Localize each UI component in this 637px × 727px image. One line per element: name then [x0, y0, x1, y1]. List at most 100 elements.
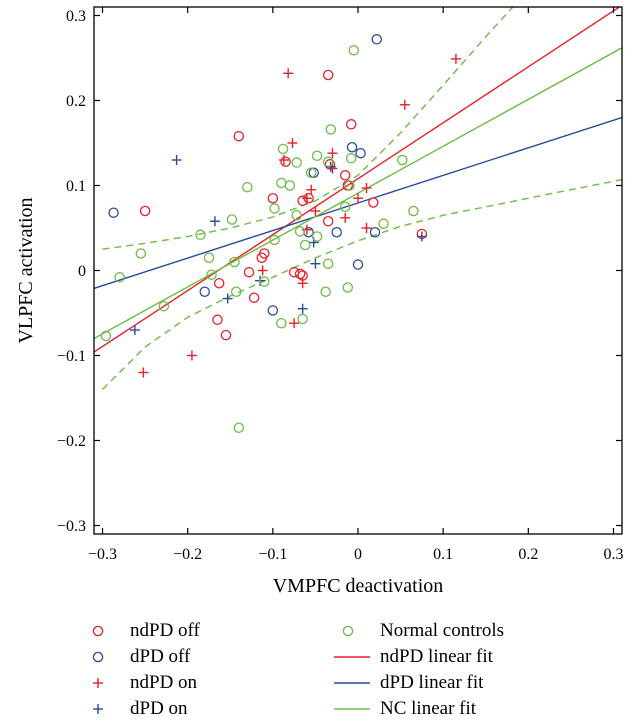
- point-ndpd-off: [220, 329, 232, 341]
- point-dpd-off: [331, 226, 342, 238]
- point-ndpd-off: [322, 69, 334, 81]
- legend-symbol: [93, 704, 103, 714]
- point-dpd-on: [222, 293, 233, 304]
- x-tick-label: 0.2: [518, 546, 538, 563]
- point-dpd-off: [355, 147, 366, 159]
- green-circle-icon: [326, 619, 370, 643]
- legend-label: ndPD on: [130, 672, 198, 693]
- point-normal-controls: [325, 124, 336, 135]
- point-ndpd-off: [233, 130, 245, 142]
- point-ndpd-on: [297, 278, 308, 289]
- legend-label: Normal controls: [380, 620, 505, 641]
- point-dpd-off: [267, 305, 279, 316]
- red-circle-icon: [76, 619, 120, 643]
- point-ndpd-off: [288, 266, 300, 278]
- point-dpd-off: [352, 259, 364, 270]
- y-tick-label: 0.1: [66, 178, 86, 195]
- point-ndpd-on: [353, 193, 363, 204]
- point-ndpd-off: [368, 197, 379, 208]
- y-tick-label: −0.3: [57, 518, 86, 535]
- y-tick-label: 0.2: [66, 93, 86, 110]
- legend-item-dpd-fit: dPD linear fit: [326, 671, 483, 695]
- point-dpd-on: [416, 231, 427, 242]
- x-tick-label: 0: [354, 546, 362, 563]
- data-points: [100, 34, 461, 433]
- point-normal-controls: [348, 45, 359, 56]
- point-dpd-off: [346, 141, 358, 153]
- red-plus-icon: [76, 671, 120, 695]
- point-ndpd-off: [212, 314, 223, 326]
- point-normal-controls: [206, 269, 217, 280]
- point-normal-controls: [277, 143, 289, 155]
- point-ndpd-off: [294, 268, 306, 280]
- legend-symbol: [93, 678, 103, 688]
- point-normal-controls: [284, 180, 296, 191]
- red-line-icon: [326, 645, 370, 669]
- legend-item-nc-fit: NC linear fit: [326, 697, 476, 721]
- point-normal-controls: [311, 231, 323, 242]
- point-ndpd-off: [267, 192, 279, 204]
- blue-line-icon: [326, 671, 370, 695]
- point-normal-controls: [322, 156, 334, 167]
- legend-symbol: [92, 625, 104, 637]
- point-normal-controls: [276, 177, 287, 189]
- legend-item-ndpd-fit: ndPD linear fit: [326, 645, 493, 669]
- plot-frame: [93, 6, 623, 535]
- point-normal-controls: [230, 286, 242, 297]
- point-ndpd-off: [139, 205, 151, 217]
- point-ndpd-on: [361, 183, 372, 194]
- point-dpd-on: [171, 155, 182, 165]
- point-ndpd-on: [450, 53, 461, 64]
- point-ndpd-off: [213, 277, 225, 289]
- point-dpd-off: [308, 167, 319, 178]
- point-normal-controls: [299, 239, 311, 251]
- point-normal-controls: [233, 422, 245, 433]
- point-normal-controls: [297, 313, 308, 325]
- point-ndpd-off: [256, 252, 268, 263]
- point-normal-controls: [397, 154, 408, 166]
- y-tick-label: 0.3: [66, 8, 86, 25]
- point-ndpd-on: [310, 206, 321, 216]
- point-dpd-off: [108, 207, 119, 218]
- point-normal-controls: [269, 234, 280, 246]
- point-dpd-off: [369, 226, 381, 238]
- point-dpd-on: [297, 303, 308, 314]
- legend-item-ndpd-off: ndPD off: [76, 619, 200, 643]
- point-normal-controls: [276, 317, 287, 329]
- point-ndpd-on: [287, 138, 298, 148]
- legend-label: dPD on: [130, 698, 188, 719]
- legend-label: ndPD off: [130, 620, 200, 641]
- point-normal-controls: [158, 300, 170, 312]
- point-normal-controls: [339, 201, 351, 212]
- point-normal-controls: [294, 226, 306, 237]
- point-ndpd-off: [243, 266, 255, 278]
- scatter-chart: −0.3 −0.2 −0.1 0 0.1 0.2 0.3 −0.3 −0.2 −0.1 0 0.1 0.…: [15, 6, 623, 597]
- x-tick-label: 0.1: [433, 546, 453, 563]
- point-dpd-on: [129, 325, 140, 335]
- green-line-icon: [326, 697, 370, 721]
- y-tick-label: 0: [78, 263, 86, 280]
- nc-confidence-band: [102, 178, 622, 390]
- blue-circle-icon: [76, 645, 120, 669]
- nc-confidence-band: [102, 7, 514, 250]
- legend-label: dPD off: [130, 646, 191, 667]
- point-ndpd-on: [306, 184, 317, 195]
- legend-item-normal-controls: Normal controls: [326, 619, 504, 643]
- point-normal-controls: [344, 180, 355, 191]
- linear-fit-line: [94, 47, 622, 340]
- point-normal-controls: [195, 229, 206, 241]
- legend-item-ndpd-on: ndPD on: [76, 671, 197, 695]
- x-tick-label: −0.1: [258, 546, 287, 563]
- point-normal-controls: [135, 248, 147, 259]
- x-tick-label: −0.3: [88, 546, 117, 563]
- point-normal-controls: [269, 203, 280, 214]
- point-normal-controls: [229, 256, 240, 268]
- point-ndpd-off: [280, 156, 291, 167]
- point-normal-controls: [203, 252, 215, 263]
- point-ndpd-on: [138, 367, 149, 378]
- y-tick-label: −0.1: [57, 348, 86, 365]
- legend-symbol: [92, 651, 104, 663]
- point-ndpd-on: [361, 223, 372, 233]
- point-normal-controls: [242, 181, 253, 193]
- blue-plus-icon: [76, 697, 120, 721]
